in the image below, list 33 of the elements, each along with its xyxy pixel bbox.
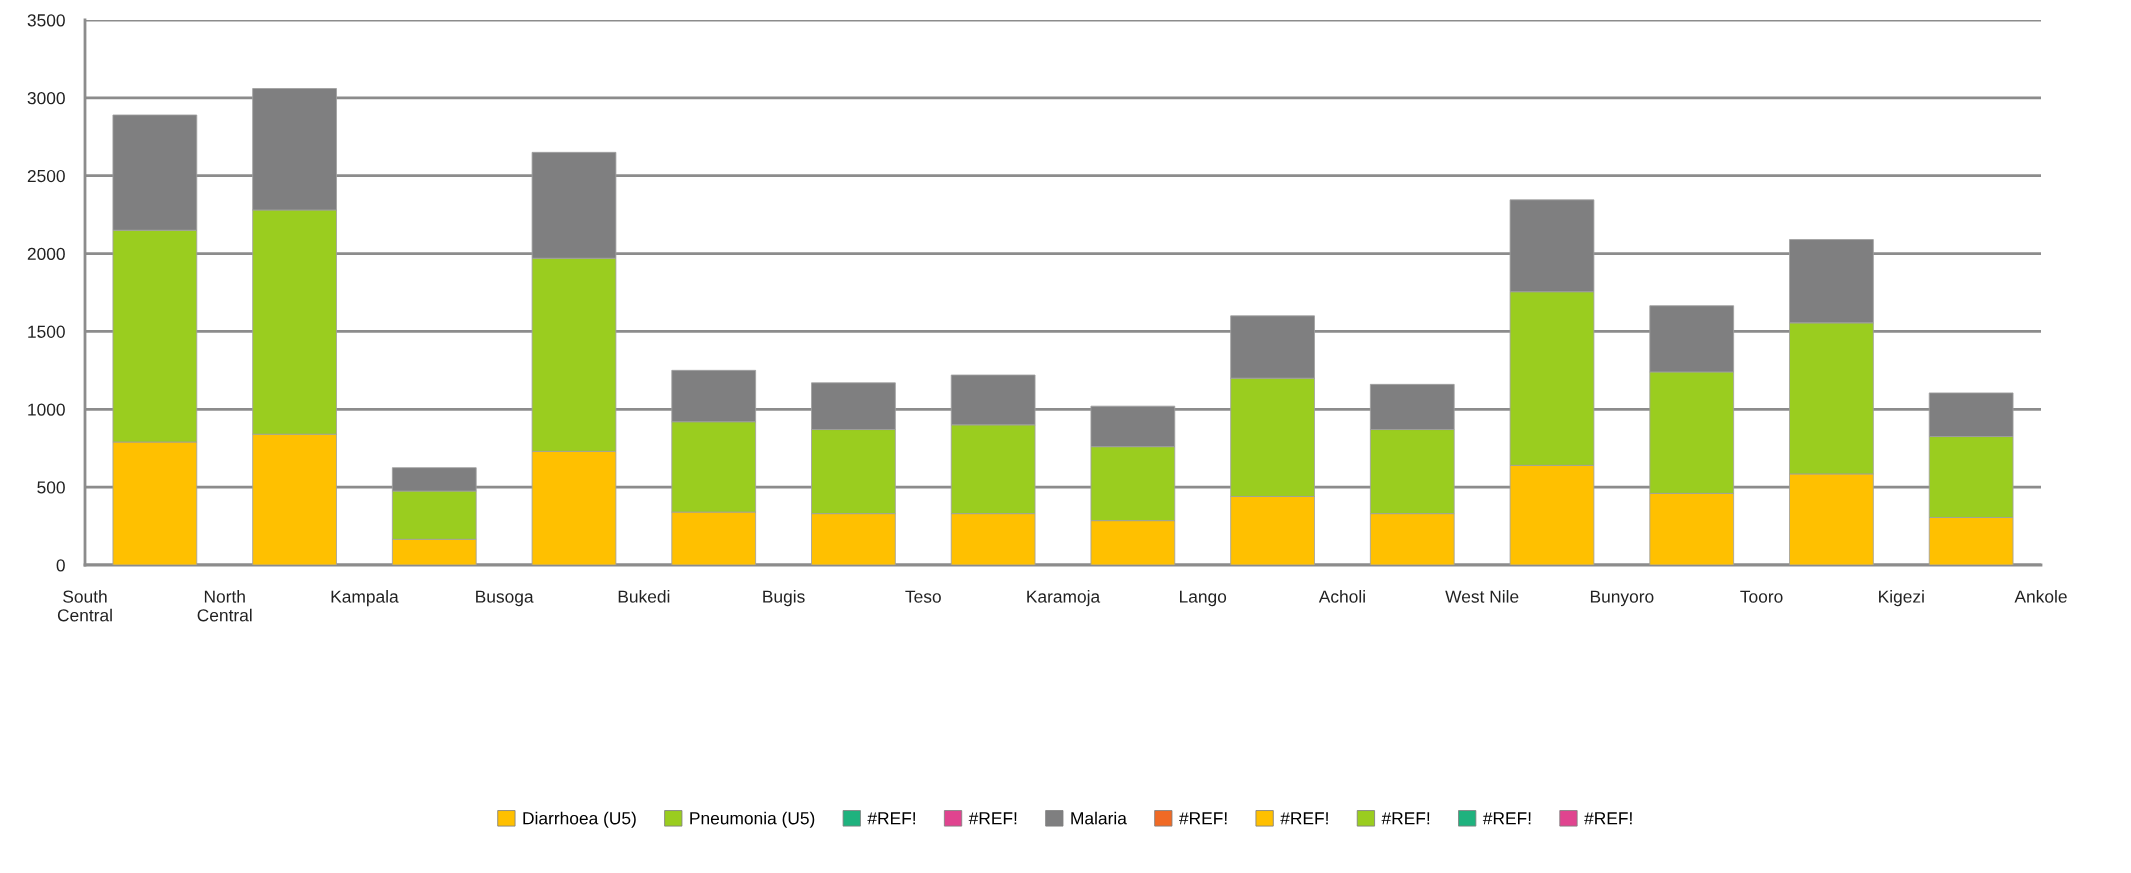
legend-label: Malaria: [1071, 811, 1127, 825]
legend-label: Pneumonia (U5): [690, 811, 815, 828]
x-tick-label: Acholi: [1318, 590, 1365, 603]
legend-label: #REF!: [867, 812, 916, 825]
x-tick-label: Bukedi: [618, 590, 670, 603]
x-tick-label: West Nile: [1445, 590, 1519, 603]
y-tick-label: 0: [56, 559, 65, 572]
x-tick-label: Lango: [1180, 590, 1227, 607]
y-tick-label: 3000: [27, 92, 65, 105]
x-tick-label: Karamoja: [1027, 590, 1101, 607]
x-tick-label: Teso: [905, 590, 941, 603]
y-tick-label: 1000: [28, 403, 65, 416]
legend-label: #REF!: [968, 812, 1017, 825]
x-tick-label: Kigezi: [1879, 590, 1924, 607]
y-tick-label: 2000: [27, 247, 65, 261]
x-tick-label: South Central: [57, 590, 112, 622]
legend-label: #REF!: [1179, 812, 1227, 825]
x-tick-label: Kampala: [331, 590, 399, 607]
x-tick-label: Bunyoro: [1590, 590, 1654, 607]
y-tick-label: 1500: [28, 325, 65, 338]
legend-label: #REF!: [1381, 812, 1430, 825]
x-tick-label: North Central: [197, 590, 252, 622]
x-tick-label: Ankole: [2014, 590, 2067, 603]
legend-label: #REF!: [1584, 812, 1632, 825]
x-tick-label: Tooro: [1740, 590, 1783, 603]
legend-label: Diarrhoea (U5): [523, 811, 636, 828]
x-tick-label: Bugis: [763, 590, 805, 607]
legend-label: #REF!: [1280, 812, 1328, 825]
x-tick-label: Busoga: [476, 590, 534, 607]
legend-label: #REF!: [1482, 812, 1531, 825]
y-tick-label: 3500: [27, 14, 65, 27]
y-tick-label: 500: [37, 481, 65, 494]
y-tick-label: 2500: [27, 169, 65, 183]
